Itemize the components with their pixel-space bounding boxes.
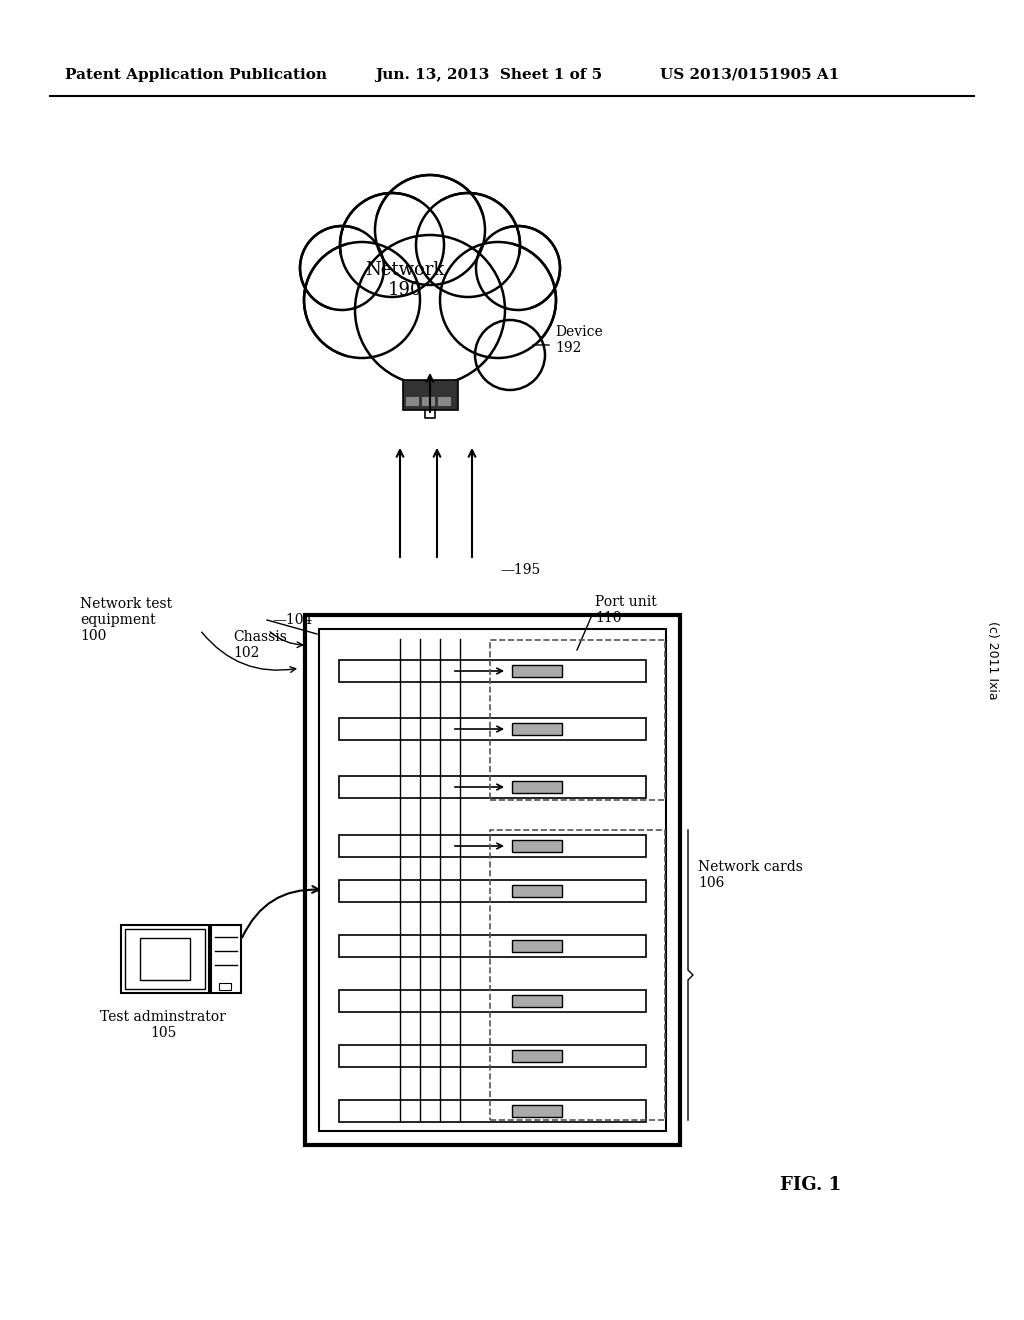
Bar xyxy=(339,776,646,799)
Text: Patent Application Publication: Patent Application Publication xyxy=(65,69,327,82)
Text: Device
192: Device 192 xyxy=(555,325,603,355)
Circle shape xyxy=(330,201,530,400)
Bar xyxy=(121,925,209,993)
Bar xyxy=(339,1045,646,1067)
Text: Network test
equipment
100: Network test equipment 100 xyxy=(80,597,172,643)
Bar xyxy=(512,884,562,898)
Bar xyxy=(512,665,562,677)
Text: FIG. 1: FIG. 1 xyxy=(780,1176,841,1195)
Bar xyxy=(305,615,680,1144)
Circle shape xyxy=(300,226,384,310)
Bar xyxy=(403,380,458,411)
Bar xyxy=(512,1049,562,1063)
Bar xyxy=(490,640,665,800)
Bar xyxy=(339,718,646,741)
Bar xyxy=(339,990,646,1012)
Text: —195: —195 xyxy=(500,564,541,577)
Circle shape xyxy=(416,193,520,297)
Bar xyxy=(512,781,562,793)
Circle shape xyxy=(304,242,420,358)
Text: Jun. 13, 2013  Sheet 1 of 5: Jun. 13, 2013 Sheet 1 of 5 xyxy=(375,69,602,82)
Text: US 2013/0151905 A1: US 2013/0151905 A1 xyxy=(660,69,840,82)
Circle shape xyxy=(440,242,556,358)
Bar xyxy=(211,925,241,993)
Text: Network cards
106: Network cards 106 xyxy=(698,859,803,890)
Bar xyxy=(339,660,646,682)
Bar xyxy=(490,830,665,1119)
Bar xyxy=(512,940,562,952)
Text: —104: —104 xyxy=(272,612,312,627)
Bar xyxy=(512,995,562,1007)
Bar xyxy=(512,1105,562,1117)
Text: Chassis
102: Chassis 102 xyxy=(233,630,287,660)
Bar xyxy=(512,840,562,851)
Bar xyxy=(339,880,646,902)
Circle shape xyxy=(340,193,444,297)
Text: Test adminstrator
105: Test adminstrator 105 xyxy=(100,1010,226,1040)
Bar xyxy=(219,983,231,990)
Text: Port unit
110: Port unit 110 xyxy=(595,595,656,626)
Bar xyxy=(125,929,205,989)
Circle shape xyxy=(476,226,560,310)
Text: Network
190: Network 190 xyxy=(366,260,444,300)
Bar xyxy=(140,939,190,979)
Bar xyxy=(512,723,562,735)
Circle shape xyxy=(355,235,505,385)
Bar xyxy=(438,397,450,405)
Bar xyxy=(339,1100,646,1122)
Bar xyxy=(319,630,666,1131)
Circle shape xyxy=(375,176,485,285)
Bar xyxy=(406,397,418,405)
Bar xyxy=(422,397,434,405)
Circle shape xyxy=(475,319,545,389)
Bar xyxy=(339,836,646,857)
Text: (c) 2011 Ixia: (c) 2011 Ixia xyxy=(986,620,999,700)
Bar xyxy=(339,935,646,957)
